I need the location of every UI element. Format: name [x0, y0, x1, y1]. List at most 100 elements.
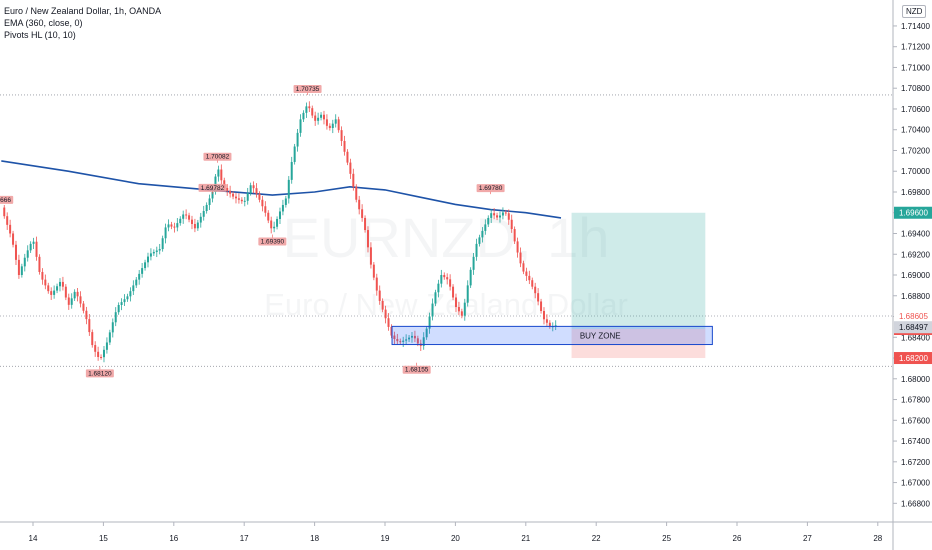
- candle-body: [460, 311, 463, 316]
- candle-body: [50, 291, 53, 295]
- candle-body: [108, 332, 111, 343]
- target-price-tag-bg: [894, 206, 932, 219]
- candle-body: [475, 243, 478, 257]
- candle-body: [276, 218, 279, 227]
- position-boxes[interactable]: [571, 212, 706, 359]
- candle-body: [452, 286, 455, 298]
- candle-body: [232, 193, 235, 197]
- candle-body: [149, 253, 152, 257]
- candle-body: [193, 223, 196, 229]
- buy-zone[interactable]: BUY ZONE: [391, 325, 713, 346]
- y-tick-label: 1.67800: [901, 396, 930, 405]
- candle-body: [490, 213, 493, 218]
- candle-body: [469, 269, 472, 286]
- candle-body: [305, 106, 308, 113]
- candle-body: [498, 215, 501, 218]
- candle-body: [144, 262, 147, 269]
- candle-body: [164, 227, 167, 239]
- legend-pivots[interactable]: Pivots HL (10, 10): [4, 30, 76, 40]
- candle-body: [320, 114, 323, 118]
- candle-body: [123, 299, 126, 303]
- candle-body: [23, 257, 26, 267]
- candle-body: [152, 251, 155, 254]
- current-price-tag: 1.68497: [899, 323, 928, 332]
- candle-body: [47, 285, 50, 292]
- candle-body: [331, 123, 334, 128]
- candle-body: [217, 169, 220, 177]
- candle-body: [29, 243, 32, 251]
- candle-body: [296, 132, 299, 147]
- candle-body: [540, 301, 543, 311]
- x-tick-label: 18: [310, 534, 319, 543]
- candle-body: [416, 338, 419, 344]
- candle-body: [431, 303, 434, 317]
- candle-body: [410, 335, 413, 338]
- candle-body: [167, 224, 170, 228]
- candle-body: [53, 290, 56, 295]
- candle-body: [252, 185, 255, 189]
- x-tick-label: 16: [169, 534, 178, 543]
- candle-body: [182, 214, 185, 219]
- candle-body: [258, 193, 261, 200]
- candle-body: [358, 199, 361, 210]
- candle-body: [190, 219, 193, 224]
- candle-body: [478, 237, 481, 244]
- currency-button[interactable]: NZD: [902, 5, 927, 18]
- candle-body: [381, 300, 384, 310]
- candle-body: [73, 291, 76, 299]
- candle-body: [97, 351, 100, 357]
- candle-body: [82, 303, 85, 311]
- y-tick-label: 1.68000: [901, 375, 930, 384]
- candle-body: [170, 224, 173, 227]
- candle-body: [12, 233, 15, 245]
- candle-body: [334, 119, 337, 124]
- candle-body: [501, 212, 504, 216]
- candle-body: [487, 217, 490, 225]
- legend-ema[interactable]: EMA (360, close, 0): [4, 18, 83, 28]
- candle-body: [38, 256, 41, 272]
- pivot-tag-5: [293, 84, 322, 93]
- pivot-label-3: 1.70082: [206, 154, 230, 161]
- candle-body: [202, 211, 205, 217]
- candle-body: [422, 337, 425, 346]
- candle-body: [229, 190, 232, 194]
- candle-body: [384, 309, 387, 319]
- candle-body: [284, 198, 287, 205]
- candle-body: [434, 292, 437, 304]
- candle-body: [399, 341, 402, 343]
- candle-body: [405, 339, 408, 341]
- candle-body: [378, 290, 381, 301]
- candle-body: [454, 297, 457, 308]
- candle-body: [141, 268, 144, 274]
- candle-body: [281, 204, 284, 212]
- pivot-tag-4: [258, 237, 287, 246]
- candle-body: [343, 140, 346, 152]
- y-tick-label: 1.69000: [901, 271, 930, 280]
- candle-body: [234, 196, 237, 199]
- candle-body: [179, 218, 182, 224]
- candle-body: [554, 325, 557, 327]
- candle-body: [226, 187, 229, 191]
- y-tick-label: 1.68400: [901, 333, 930, 342]
- candle-body: [372, 264, 375, 278]
- candle-body: [44, 279, 47, 286]
- candle-body: [428, 316, 431, 329]
- candle-body: [129, 291, 132, 297]
- candle-body: [61, 281, 64, 287]
- y-tick-label: 1.69200: [901, 250, 930, 259]
- candle-body: [188, 215, 191, 220]
- current-price-tag-bg: [894, 321, 932, 334]
- y-tick-label: 1.69800: [901, 188, 930, 197]
- candle-body: [135, 279, 138, 286]
- candle-body: [352, 173, 355, 187]
- candle-body: [173, 226, 176, 228]
- candle-body: [302, 112, 305, 120]
- y-tick-label: 1.71400: [901, 22, 930, 31]
- candle-body: [237, 198, 240, 200]
- stop-price-tag-bg: [894, 352, 932, 365]
- x-tick-label: 27: [803, 534, 812, 543]
- candle-body: [311, 108, 314, 116]
- candle-body: [126, 296, 129, 300]
